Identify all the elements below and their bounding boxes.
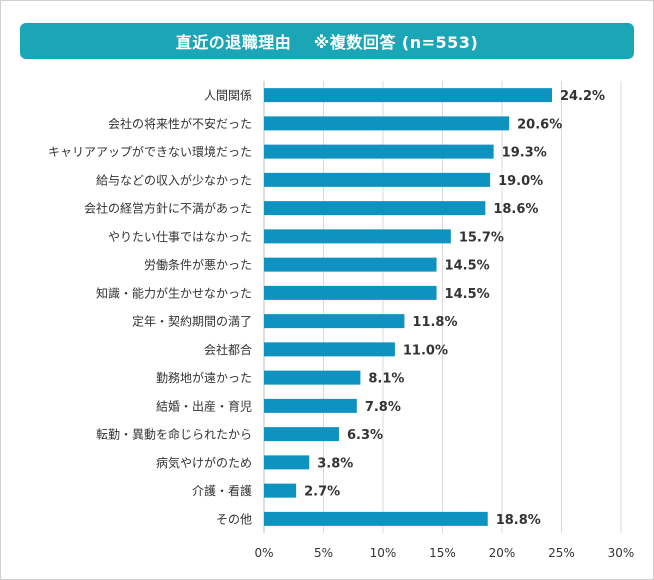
value-label: 20.6% — [517, 117, 562, 132]
category-label: 会社の経営方針に不満があった — [84, 201, 252, 216]
value-label: 14.5% — [445, 259, 490, 274]
category-label: 介護・看護 — [192, 483, 252, 498]
category-label: 人間関係 — [204, 89, 252, 103]
value-label: 24.2% — [560, 89, 605, 104]
bar — [264, 257, 437, 272]
title-banner: 直近の退職理由 ※複数回答 (n=553) — [20, 23, 634, 59]
x-tick-label: 20% — [489, 546, 516, 560]
x-tick-label: 25% — [548, 546, 575, 560]
bar — [264, 483, 297, 498]
value-label: 3.8% — [317, 456, 353, 471]
category-label: その他 — [216, 512, 252, 526]
value-label: 8.1% — [368, 372, 404, 387]
bar — [264, 229, 451, 244]
category-label: やりたい仕事ではなかった — [108, 230, 252, 244]
value-label: 11.8% — [412, 315, 457, 330]
bar — [264, 370, 361, 385]
chart-title: 直近の退職理由 ※複数回答 (n=553) — [175, 33, 479, 52]
value-label: 19.0% — [498, 174, 543, 189]
value-label: 6.3% — [347, 428, 383, 443]
value-label: 19.3% — [502, 146, 547, 161]
bar — [264, 342, 395, 357]
bar — [264, 427, 339, 442]
bar — [264, 172, 491, 187]
value-label: 2.7% — [304, 485, 340, 500]
x-tick-label: 5% — [314, 546, 333, 560]
category-label: 病気やけがのため — [156, 455, 252, 470]
value-label: 15.7% — [459, 230, 504, 245]
category-label: 会社の将来性が不安だった — [108, 116, 252, 131]
bar — [264, 455, 310, 470]
value-label: 18.8% — [496, 513, 541, 528]
bar — [264, 201, 486, 216]
bar — [264, 116, 510, 131]
category-label: キャリアアップができない環境だった — [48, 144, 252, 159]
bar — [264, 144, 494, 159]
x-tick-label: 10% — [370, 546, 397, 560]
category-label: 給与などの収入が少なかった — [96, 172, 252, 187]
category-label: 転勤・異動を命じられたから — [96, 427, 252, 442]
x-tick-label: 0% — [254, 546, 273, 560]
value-label: 18.6% — [493, 202, 538, 217]
category-label: 定年・契約期間の満了 — [132, 314, 252, 329]
category-label: 知識・能力が生かせなかった — [96, 285, 252, 300]
bar — [264, 398, 357, 413]
value-label: 11.0% — [403, 343, 448, 358]
x-tick-label: 30% — [608, 546, 635, 560]
bar — [264, 314, 405, 329]
bar — [264, 88, 552, 103]
x-tick-label: 15% — [429, 546, 456, 560]
value-label: 14.5% — [445, 287, 490, 302]
category-label: 会社都合 — [204, 342, 252, 357]
bar — [264, 285, 437, 300]
category-label: 労働条件が悪かった — [144, 257, 252, 272]
value-label: 7.8% — [365, 400, 401, 415]
category-label: 勤務地が遠かった — [156, 370, 252, 385]
bar — [264, 511, 488, 526]
category-label: 結婚・出産・育児 — [156, 398, 252, 413]
